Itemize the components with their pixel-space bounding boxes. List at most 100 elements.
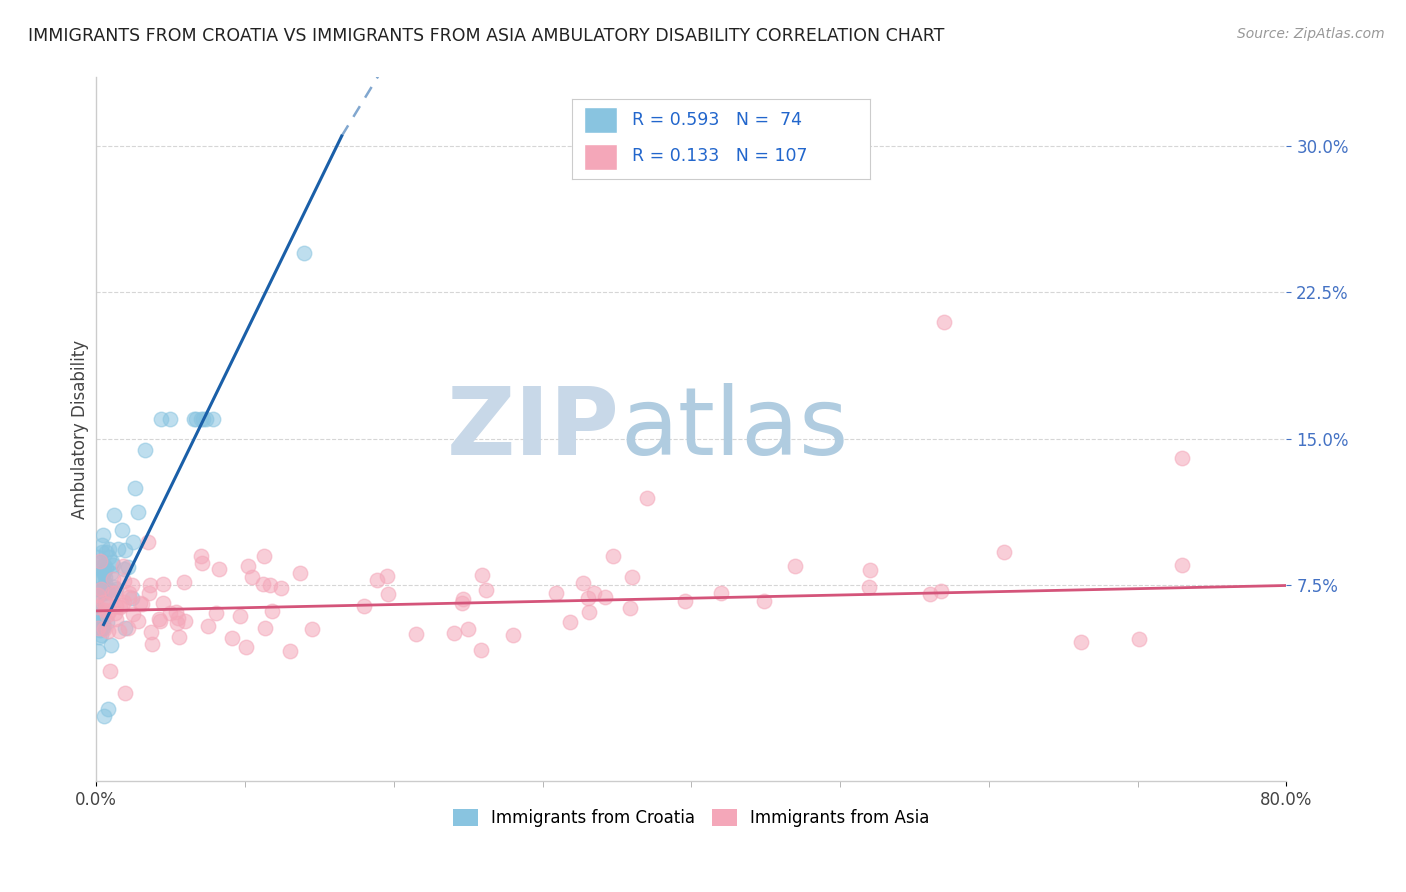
Point	[934, 315, 956, 329]
Point	[470, 643, 492, 657]
Point	[252, 577, 274, 591]
Point	[353, 599, 375, 613]
Point	[86, 610, 108, 624]
Point	[602, 549, 624, 564]
Point	[94, 561, 117, 575]
Point	[93, 623, 115, 637]
Point	[149, 614, 172, 628]
Point	[195, 412, 218, 426]
Legend: Immigrants from Croatia, Immigrants from Asia: Immigrants from Croatia, Immigrants from…	[446, 802, 936, 834]
Point	[301, 622, 323, 636]
Point	[141, 637, 163, 651]
Point	[112, 562, 135, 576]
Point	[141, 625, 163, 640]
Y-axis label: Ambulatory Disability: Ambulatory Disability	[72, 340, 89, 519]
Point	[754, 594, 776, 608]
Point	[93, 615, 115, 630]
Point	[93, 709, 115, 723]
Point	[89, 605, 111, 619]
Point	[593, 591, 616, 605]
Point	[98, 541, 121, 556]
Point	[94, 603, 117, 617]
Point	[229, 609, 252, 624]
Point	[93, 566, 115, 580]
Point	[90, 571, 112, 585]
Point	[94, 570, 117, 584]
Point	[150, 412, 173, 426]
Point	[89, 555, 111, 569]
Point	[91, 580, 114, 594]
Point	[405, 627, 427, 641]
Point	[253, 549, 276, 564]
Point	[90, 609, 112, 624]
Point	[86, 602, 108, 616]
Point	[138, 586, 160, 600]
Point	[86, 600, 108, 615]
Point	[103, 580, 125, 594]
Point	[240, 570, 263, 584]
Point	[89, 572, 111, 586]
Point	[101, 572, 124, 586]
Point	[920, 587, 942, 601]
Point	[572, 575, 595, 590]
Point	[159, 606, 181, 620]
Point	[108, 599, 131, 614]
Point	[87, 559, 110, 574]
Point	[90, 583, 112, 598]
Point	[138, 534, 160, 549]
Point	[159, 412, 181, 426]
Point	[450, 596, 472, 610]
Point	[294, 246, 316, 260]
Point	[167, 630, 190, 644]
Point	[89, 554, 111, 568]
Point	[111, 598, 134, 612]
Text: atlas: atlas	[620, 384, 848, 475]
Point	[114, 574, 136, 588]
Point	[104, 607, 127, 621]
Point	[101, 586, 124, 600]
Point	[471, 568, 494, 582]
Point	[993, 545, 1015, 559]
Point	[710, 586, 733, 600]
Point	[165, 605, 187, 619]
Point	[127, 615, 149, 629]
Point	[98, 582, 121, 597]
Point	[167, 611, 190, 625]
Point	[191, 556, 214, 570]
Point	[278, 644, 301, 658]
Point	[96, 615, 118, 630]
Point	[288, 566, 311, 580]
Point	[89, 623, 111, 637]
Point	[1171, 451, 1194, 466]
Point	[621, 570, 644, 584]
Point	[121, 578, 143, 592]
Point	[97, 549, 120, 564]
Point	[858, 581, 880, 595]
Point	[636, 491, 658, 505]
Point	[87, 604, 110, 618]
Point	[96, 545, 118, 559]
Point	[475, 582, 498, 597]
Point	[193, 412, 215, 426]
Point	[270, 581, 292, 595]
Point	[443, 626, 465, 640]
Point	[238, 558, 260, 573]
Point	[98, 665, 121, 679]
Point	[101, 558, 124, 572]
Point	[91, 583, 114, 598]
Point	[117, 560, 139, 574]
Point	[235, 640, 257, 654]
Point	[366, 573, 388, 587]
Point	[93, 527, 115, 541]
Point	[582, 586, 605, 600]
Text: ZIP: ZIP	[447, 384, 620, 475]
Point	[118, 586, 141, 600]
Point	[259, 578, 281, 592]
Point	[377, 587, 399, 601]
Point	[859, 563, 882, 577]
Point	[111, 524, 134, 538]
Point	[91, 565, 114, 579]
Point	[87, 588, 110, 602]
Point	[578, 605, 600, 619]
Point	[114, 621, 136, 635]
